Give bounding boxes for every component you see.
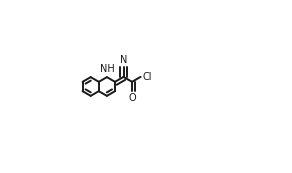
Text: O: O <box>128 93 136 103</box>
Text: N: N <box>120 54 127 65</box>
Text: NH: NH <box>100 64 114 74</box>
Text: Cl: Cl <box>143 72 152 82</box>
